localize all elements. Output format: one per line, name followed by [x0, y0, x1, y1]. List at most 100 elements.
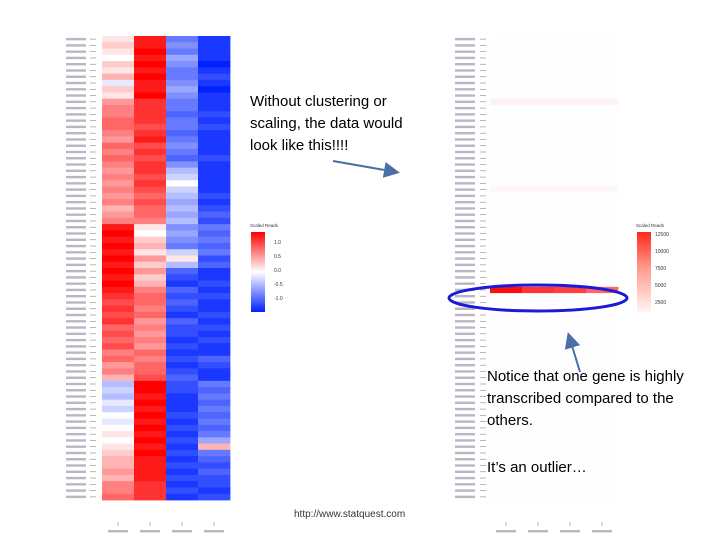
heatmap-cell	[490, 443, 523, 451]
heatmap-cell	[134, 142, 167, 150]
row-label-mark	[66, 213, 86, 216]
outlier-label: It’s an outlier…	[487, 459, 587, 476]
heatmap-cell	[554, 192, 587, 200]
heatmap-cell	[166, 268, 199, 275]
heatmap-cell	[586, 336, 619, 344]
heatmap-cell	[522, 48, 555, 56]
heatmap-cell	[586, 424, 619, 432]
heatmap-cell	[198, 205, 231, 212]
heatmap-cell	[554, 324, 587, 332]
heatmap-cell	[522, 437, 555, 444]
heatmap-cell	[522, 61, 555, 68]
row-label-mark	[66, 63, 86, 66]
heatmap-cell	[522, 468, 555, 476]
heatmap-cell	[134, 368, 167, 375]
heatmap-cell	[166, 412, 199, 419]
heatmap-cell	[166, 61, 199, 68]
heatmap-cell	[490, 73, 523, 81]
heatmap-cell	[198, 242, 231, 250]
heatmap-cell	[198, 211, 231, 219]
heatmap-cell	[198, 493, 231, 501]
footer-url: http://www.statquest.com	[294, 509, 406, 520]
heatmap-cell	[198, 117, 231, 125]
row-label-mark	[66, 182, 86, 185]
heatmap-cell	[166, 261, 199, 269]
heatmap-cell	[586, 123, 619, 131]
row-label-mark	[455, 420, 475, 423]
row-label-mark	[455, 363, 475, 367]
row-label-mark	[66, 420, 86, 423]
row-label-mark	[66, 332, 86, 336]
row-label-mark	[455, 282, 475, 285]
heatmap-cell	[522, 180, 555, 187]
heatmap-cell	[490, 268, 523, 275]
heatmap-cell	[102, 374, 135, 382]
heatmap-cell	[134, 343, 167, 350]
heatmap-cell	[586, 311, 619, 319]
heatmap-cell	[134, 468, 167, 476]
heatmap-cell	[134, 36, 167, 43]
heatmap-cell	[198, 111, 231, 118]
heatmap-cell	[198, 362, 231, 369]
row-label-mark	[455, 113, 475, 116]
heatmap-cell	[198, 92, 231, 100]
heatmap-cell	[166, 362, 199, 369]
heatmap-cell	[102, 199, 135, 206]
heatmap-cell	[586, 456, 619, 463]
heatmap-cell	[198, 437, 231, 444]
heatmap-cell	[102, 330, 135, 338]
heatmap-cell	[198, 443, 231, 451]
legend-tick-label: 2500	[655, 300, 666, 306]
heatmap-cell	[522, 236, 555, 244]
heatmap-cell	[198, 249, 231, 256]
heatmap-cell	[490, 79, 523, 87]
row-label-mark	[455, 376, 475, 379]
row-label-mark	[66, 326, 86, 329]
heatmap-cell	[554, 462, 587, 470]
heatmap-cell	[522, 293, 555, 300]
heatmap-cell	[134, 180, 167, 187]
heatmap-cell	[490, 405, 523, 413]
heatmap-cell	[166, 305, 199, 313]
heatmap-cell	[198, 380, 231, 388]
heatmap-cell	[102, 474, 135, 482]
heatmap-cell	[102, 92, 135, 100]
heatmap-cell	[102, 481, 135, 488]
row-label-mark	[66, 307, 86, 310]
legend-tick-label: -1.0	[274, 296, 283, 302]
heatmap-cell	[134, 136, 167, 143]
heatmap-cell	[490, 474, 523, 482]
heatmap-cell	[166, 399, 199, 407]
heatmap-cell	[586, 261, 619, 269]
heatmap-cell	[102, 61, 135, 68]
heatmap-cell	[102, 255, 135, 263]
column-label-mark	[204, 530, 224, 533]
row-label-mark	[66, 150, 86, 154]
heatmap-cell	[166, 155, 199, 162]
heatmap-cell	[490, 167, 523, 175]
heatmap-cell	[134, 418, 167, 426]
heatmap-cell	[522, 268, 555, 275]
heatmap-cell	[522, 305, 555, 313]
heatmap-cell	[198, 305, 231, 313]
heatmap-cell	[490, 462, 523, 470]
row-label-mark	[455, 338, 475, 342]
row-label-mark	[66, 320, 86, 323]
heatmap-cell	[134, 280, 167, 288]
heatmap-cell	[166, 192, 199, 200]
heatmap-cell	[490, 224, 523, 231]
row-label-mark	[66, 37, 86, 41]
heatmap-cell	[166, 123, 199, 131]
column-label-mark	[592, 530, 612, 533]
heatmap-cell	[586, 98, 619, 106]
heatmap-cell	[166, 98, 199, 106]
heatmap-cell	[522, 412, 555, 419]
heatmap-cell	[134, 255, 167, 263]
row-label-mark	[455, 426, 475, 430]
heatmap-cell	[166, 48, 199, 56]
scaled-heatmap-row-labels	[66, 37, 96, 499]
row-label-mark	[455, 175, 475, 179]
row-label-mark	[455, 489, 475, 492]
heatmap-cell	[490, 456, 523, 463]
heatmap-cell	[166, 111, 199, 118]
